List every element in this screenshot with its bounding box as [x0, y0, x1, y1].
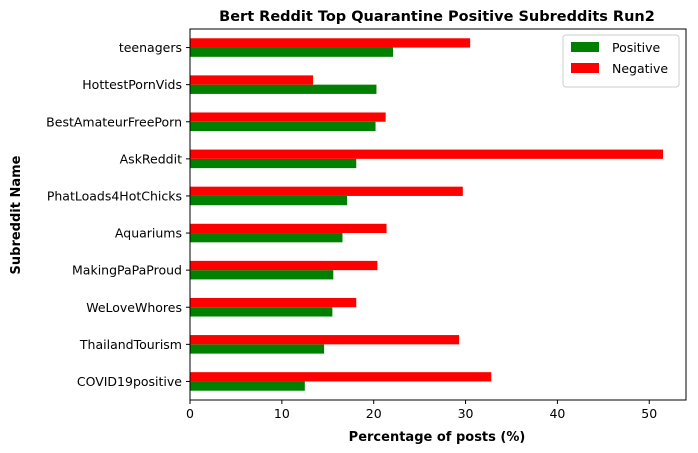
y-axis-title: Subreddit Name	[9, 155, 24, 274]
bar-negative	[190, 335, 460, 345]
bar-negative	[190, 112, 386, 122]
legend: Positive Negative	[562, 34, 680, 88]
y-ticks-group: COVID19positive ThailandTourism WeLoveWhor…	[46, 40, 190, 389]
legend-label-negative: Negative	[612, 61, 668, 76]
bar-negative	[190, 372, 492, 382]
bar-positive	[190, 233, 343, 243]
bar-positive	[190, 84, 377, 94]
bar-negative	[190, 38, 471, 48]
bar-positive	[190, 344, 325, 354]
bar-positive	[190, 195, 348, 206]
x-ticks-group: 0 10 20 30 40 50	[186, 400, 657, 421]
legend-swatch-positive	[571, 42, 599, 52]
bar-negative	[190, 260, 378, 271]
bar-positive	[190, 158, 357, 169]
legend-swatch-negative	[571, 63, 599, 73]
bars-group	[190, 38, 664, 391]
bar-positive	[190, 381, 305, 391]
x-tick-label: 20	[366, 406, 382, 421]
y-tick-label: ThailandTourism	[79, 337, 182, 352]
x-tick-label: 50	[641, 406, 657, 421]
plot-frame	[189, 28, 687, 401]
y-tick-label: WeLoveWhores	[86, 300, 182, 315]
x-axis-title: Percentage of posts (%)	[349, 430, 526, 445]
y-tick-label: PhatLoads4HotChicks	[47, 188, 182, 203]
legend-label-positive: Positive	[612, 40, 660, 55]
y-tick-label: COVID19positive	[77, 374, 182, 389]
y-tick-label: BestAmateurFreePorn	[46, 114, 182, 129]
y-tick-label: Aquariums	[115, 226, 182, 241]
y-tick-label: MakingPaPaProud	[72, 263, 182, 278]
chart-title: Bert Reddit Top Quarantine Positive Subr…	[219, 9, 655, 25]
y-tick-label: HottestPornVids	[82, 77, 182, 92]
y-tick-label: teenagers	[119, 40, 182, 55]
bar-negative	[190, 297, 357, 308]
x-tick-label: 40	[549, 406, 565, 421]
bar-positive	[190, 121, 376, 132]
x-tick-label: 30	[458, 406, 474, 421]
x-tick-label: 10	[274, 406, 290, 421]
x-tick-label: 0	[186, 406, 194, 421]
bar-positive	[190, 47, 393, 57]
bar-negative	[190, 75, 314, 85]
bar-negative	[190, 149, 664, 159]
bar-positive	[190, 307, 333, 317]
bar-negative	[190, 186, 463, 196]
bar-negative	[190, 223, 387, 234]
y-tick-label: AskReddit	[120, 151, 182, 166]
bar-positive	[190, 270, 334, 280]
